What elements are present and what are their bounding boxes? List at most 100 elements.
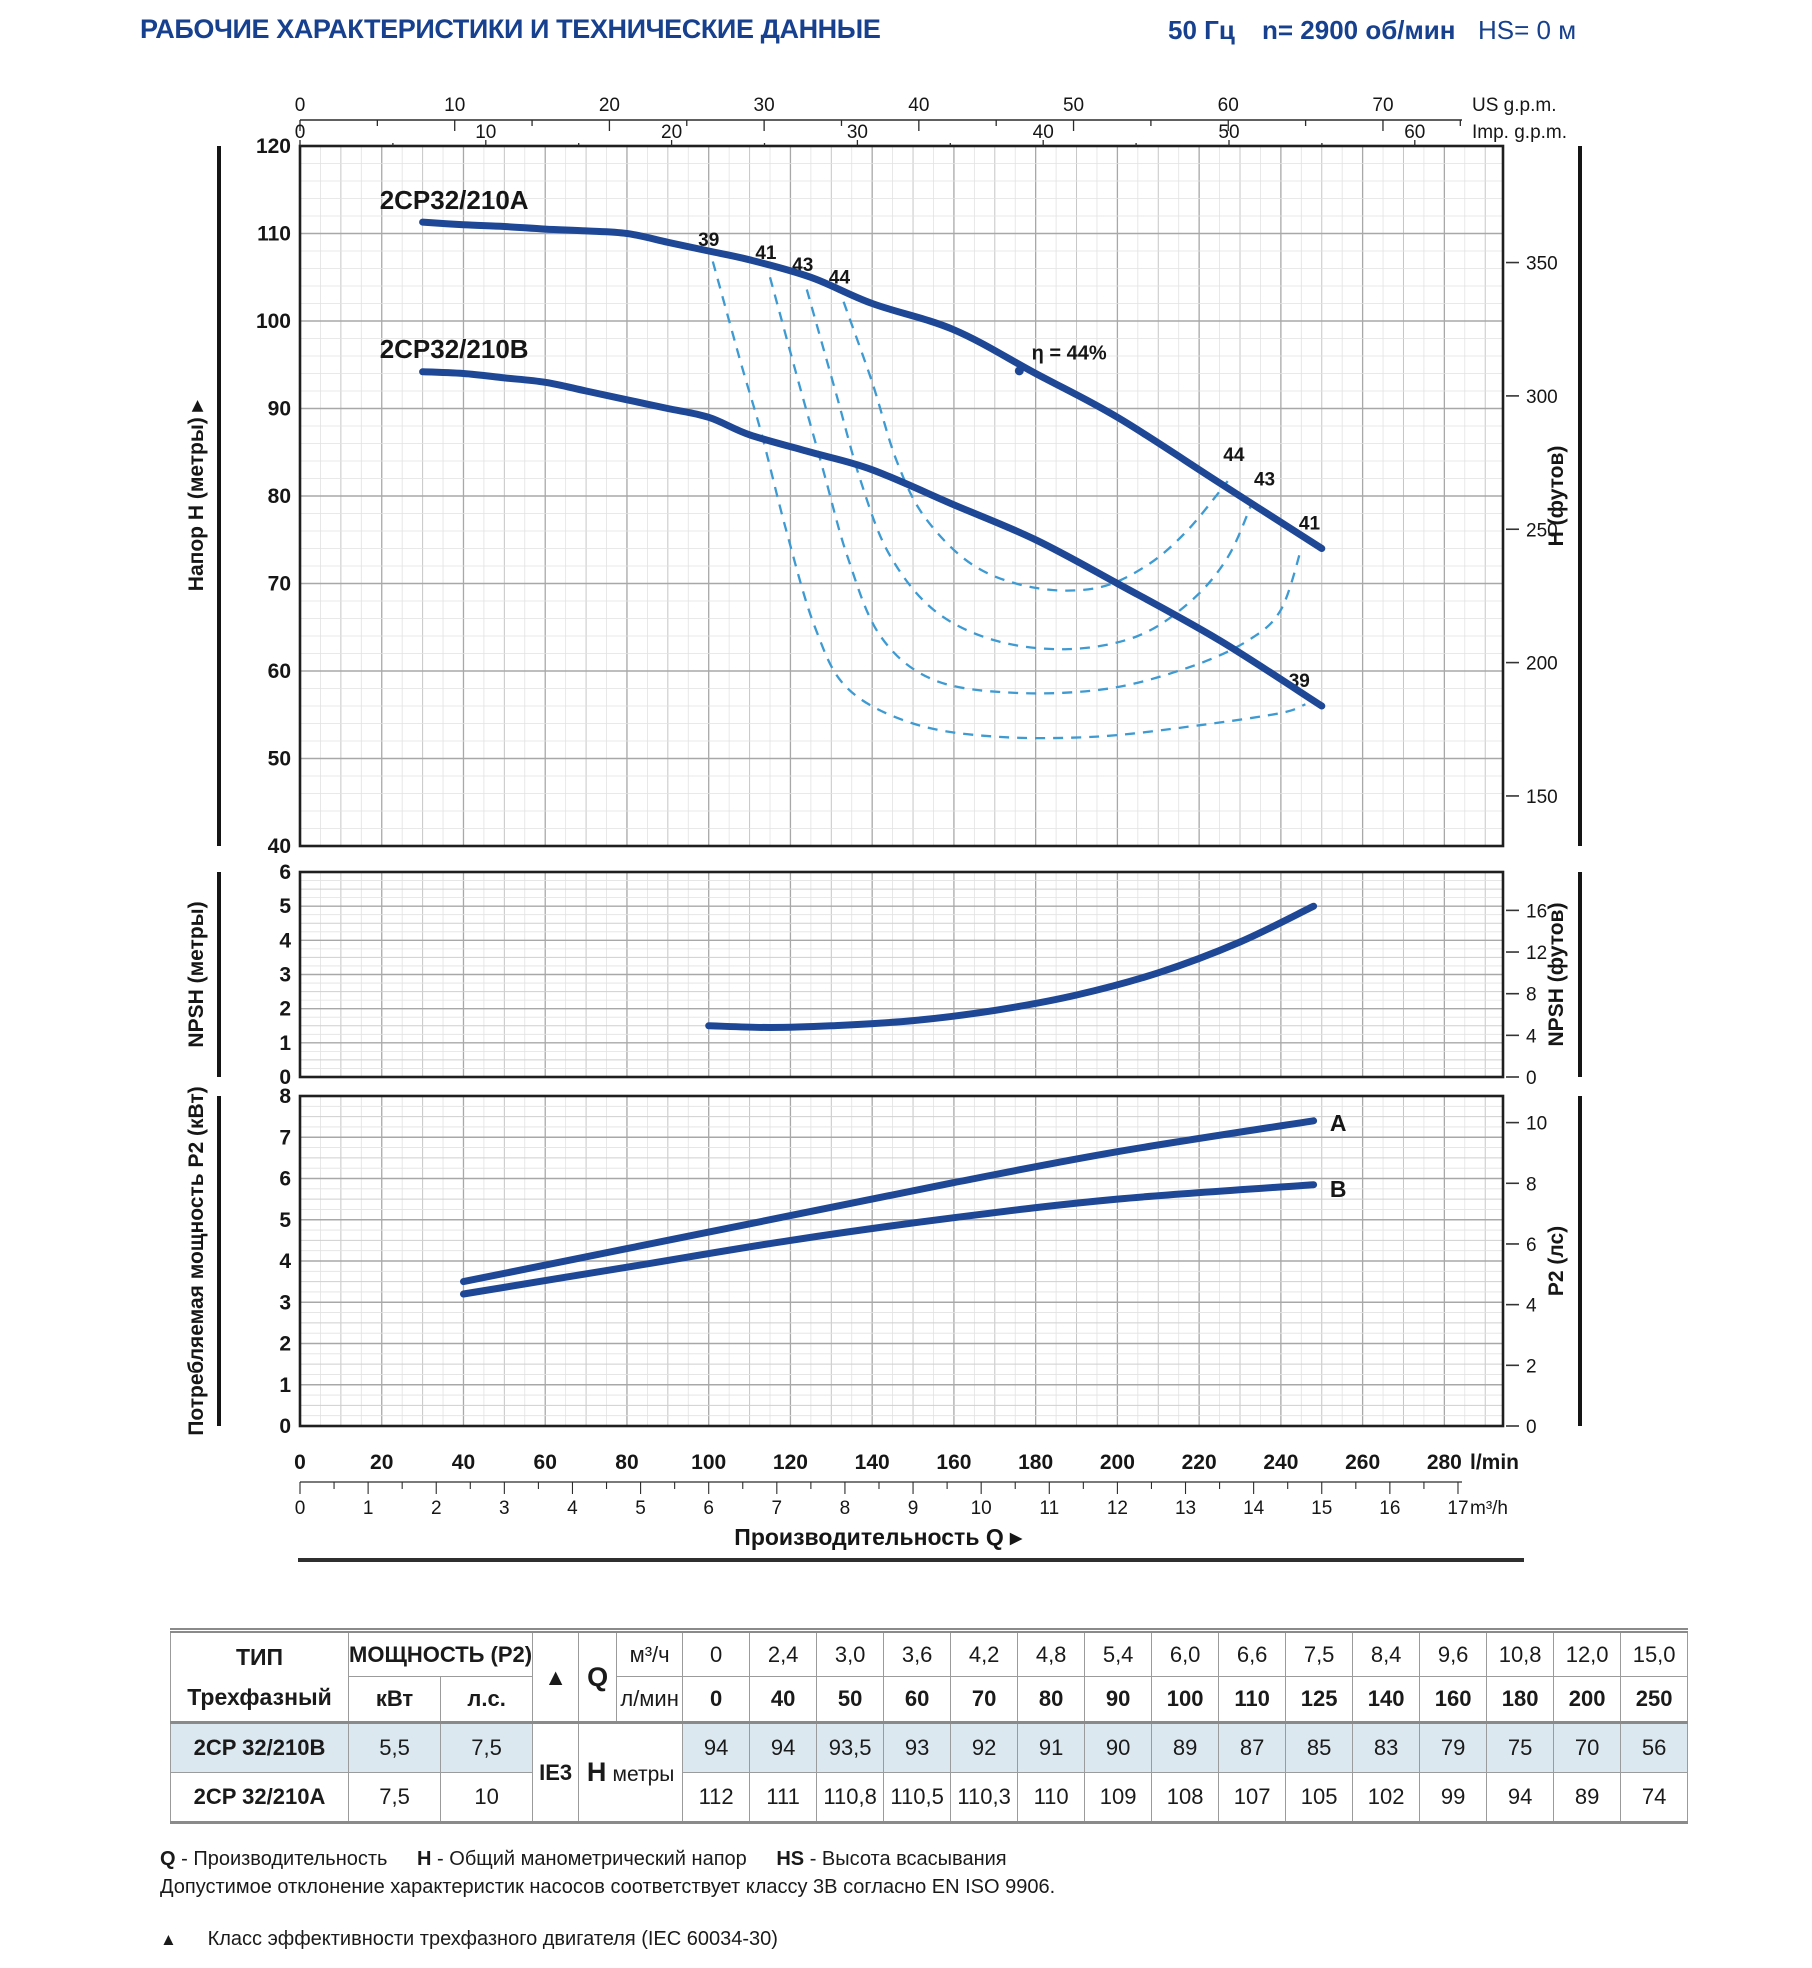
top-flow-axes: 0 10 20 30 40 50 60 70 US g.p.m. 0 10 20 30 40 50 60 Imp… bbox=[295, 95, 1567, 146]
kw-value: 5,5 bbox=[347, 1722, 442, 1773]
head-value: 109 bbox=[1084, 1772, 1153, 1823]
svg-text:43: 43 bbox=[1254, 470, 1275, 491]
svg-text:30: 30 bbox=[754, 95, 775, 116]
svg-text:70: 70 bbox=[1372, 95, 1393, 116]
svg-text:6: 6 bbox=[703, 1498, 714, 1519]
svg-text:41: 41 bbox=[1299, 513, 1321, 534]
lmin-value: 125 bbox=[1285, 1676, 1354, 1724]
hp-header: л.с. bbox=[440, 1676, 534, 1724]
svg-text:60: 60 bbox=[1218, 95, 1239, 116]
svg-text:10: 10 bbox=[444, 95, 465, 116]
svg-text:15: 15 bbox=[1311, 1498, 1332, 1519]
svg-text:11: 11 bbox=[1039, 1498, 1059, 1519]
head-value: 89 bbox=[1151, 1722, 1220, 1773]
hp-value: 10 bbox=[440, 1772, 534, 1823]
lmin-value: 40 bbox=[749, 1676, 818, 1724]
svg-text:100: 100 bbox=[256, 310, 291, 333]
svg-text:200: 200 bbox=[1100, 1451, 1135, 1474]
svg-text:120: 120 bbox=[773, 1451, 808, 1474]
svg-text:250: 250 bbox=[1526, 520, 1558, 541]
svg-text:0: 0 bbox=[1526, 1417, 1537, 1438]
legend-desc-hs: - Высота всасывания bbox=[809, 1848, 1007, 1870]
svg-text:2: 2 bbox=[279, 998, 291, 1021]
type-header: ТИП Трехфазный bbox=[170, 1630, 349, 1724]
svg-text:0: 0 bbox=[279, 1415, 291, 1438]
head-value: 75 bbox=[1486, 1722, 1555, 1773]
svg-text:20: 20 bbox=[661, 122, 682, 143]
pump-type: 2CP 32/210B bbox=[170, 1722, 349, 1773]
svg-text:0: 0 bbox=[279, 1066, 291, 1089]
lmin-value: 90 bbox=[1084, 1676, 1153, 1724]
svg-text:14: 14 bbox=[1243, 1498, 1265, 1519]
head-value: 79 bbox=[1419, 1722, 1488, 1773]
svg-text:7: 7 bbox=[772, 1498, 783, 1519]
svg-text:260: 260 bbox=[1345, 1451, 1380, 1474]
head-value: 102 bbox=[1352, 1772, 1421, 1823]
svg-text:100: 100 bbox=[691, 1451, 726, 1474]
svg-text:300: 300 bbox=[1526, 387, 1558, 408]
head-value: 83 bbox=[1352, 1722, 1421, 1773]
svg-text:0: 0 bbox=[295, 122, 306, 143]
svg-text:8: 8 bbox=[1526, 1174, 1537, 1195]
svg-text:NPSH (метры): NPSH (метры) bbox=[185, 901, 208, 1047]
m3h-value: 0 bbox=[682, 1630, 751, 1677]
svg-text:8: 8 bbox=[279, 1085, 291, 1108]
svg-text:12: 12 bbox=[1526, 943, 1547, 964]
svg-text:B: B bbox=[1330, 1176, 1347, 1202]
svg-text:3: 3 bbox=[279, 964, 291, 987]
suction-head-value: HS= 0 м bbox=[1478, 15, 1577, 45]
head-value: 70 bbox=[1553, 1722, 1622, 1773]
lmin-value: 160 bbox=[1419, 1676, 1488, 1724]
svg-text:13: 13 bbox=[1175, 1498, 1196, 1519]
head-value: 110,3 bbox=[950, 1772, 1019, 1823]
lmin-unit-label: л/мин bbox=[616, 1676, 684, 1724]
head-value: 93,5 bbox=[816, 1722, 885, 1773]
svg-text:41: 41 bbox=[755, 243, 777, 264]
m3h-value: 10,8 bbox=[1486, 1630, 1555, 1677]
svg-text:4: 4 bbox=[279, 1250, 291, 1273]
svg-text:0: 0 bbox=[294, 1451, 306, 1474]
svg-text:2CP32/210B: 2CP32/210B bbox=[380, 334, 529, 364]
m3h-value: 7,5 bbox=[1285, 1630, 1354, 1677]
svg-text:220: 220 bbox=[1182, 1451, 1217, 1474]
head-value: 74 bbox=[1620, 1772, 1689, 1823]
power-header: МОЩНОСТЬ (P2) bbox=[347, 1630, 534, 1677]
svg-text:2CP32/210A: 2CP32/210A bbox=[380, 185, 529, 215]
head-value: 112 bbox=[682, 1772, 751, 1823]
svg-text:A: A bbox=[1330, 1110, 1347, 1136]
svg-text:H (футов): H (футов) bbox=[1545, 446, 1568, 547]
power-chart: A B 0 1 2 3 4 5 6 7 8 0 2 4 6 8 10 Потребляемая мощность … bbox=[185, 1085, 1582, 1438]
svg-text:l/min: l/min bbox=[1470, 1451, 1519, 1474]
lmin-value: 110 bbox=[1218, 1676, 1287, 1724]
svg-text:4: 4 bbox=[567, 1498, 578, 1519]
head-value: 110 bbox=[1017, 1772, 1086, 1823]
head-value: 99 bbox=[1419, 1772, 1488, 1823]
lmin-value: 80 bbox=[1017, 1676, 1086, 1724]
svg-text:280: 280 bbox=[1427, 1451, 1462, 1474]
frequency-value: 50 Гц bbox=[1168, 15, 1235, 45]
svg-text:39: 39 bbox=[698, 230, 719, 251]
svg-text:8: 8 bbox=[1526, 985, 1537, 1006]
svg-text:20: 20 bbox=[599, 95, 620, 116]
svg-text:44: 44 bbox=[1223, 445, 1245, 466]
svg-text:10: 10 bbox=[1526, 1114, 1547, 1135]
head-value: 94 bbox=[1486, 1772, 1555, 1823]
legend-term-h: H bbox=[417, 1848, 432, 1870]
svg-text:0: 0 bbox=[295, 95, 306, 116]
head-value: 110,8 bbox=[816, 1772, 885, 1823]
svg-text:40: 40 bbox=[908, 95, 929, 116]
svg-text:30: 30 bbox=[847, 122, 868, 143]
efficiency-class-header: ▲ bbox=[532, 1630, 580, 1724]
triangle-icon: ▲ bbox=[160, 1930, 177, 1949]
head-value: 110,5 bbox=[883, 1772, 952, 1823]
pump-type: 2CP 32/210A bbox=[170, 1772, 349, 1823]
svg-text:9: 9 bbox=[908, 1498, 919, 1519]
svg-text:6: 6 bbox=[1526, 1235, 1537, 1256]
kw-value: 7,5 bbox=[347, 1772, 442, 1823]
m3h-value: 9,6 bbox=[1419, 1630, 1488, 1677]
head-value: 94 bbox=[682, 1722, 751, 1773]
m3h-unit-label: м³/ч bbox=[616, 1630, 684, 1677]
lmin-value: 140 bbox=[1352, 1676, 1421, 1724]
